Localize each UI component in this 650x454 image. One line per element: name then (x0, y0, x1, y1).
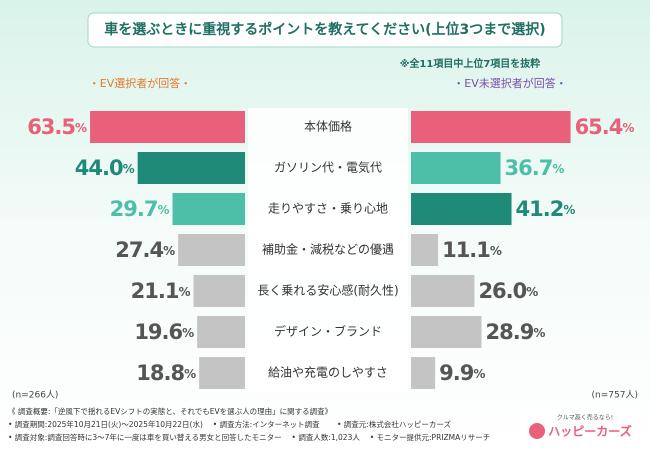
bar (411, 234, 439, 266)
bar (197, 316, 245, 348)
value-label: 36.7% (505, 156, 565, 180)
sample-size: (n=266人) (12, 390, 58, 401)
value-label: 65.4% (575, 115, 635, 139)
title-box (87, 12, 563, 48)
value-label: 26.0% (478, 279, 538, 303)
chart-title: 車を選ぶときに重視するポイントを教えてください(上位3つまで選択) (104, 21, 545, 38)
bar (411, 275, 475, 307)
bar (199, 357, 245, 389)
bar (411, 357, 436, 389)
category-panel (248, 108, 408, 393)
bar (411, 316, 482, 348)
logo-tagline: クルマ高く売るなら! (557, 414, 613, 422)
value-label: 11.1% (442, 238, 502, 262)
sample-size: (n=757人) (592, 390, 638, 401)
footnote: • 調査対象:調査回答時に3〜7年に一度は車を買い替える男女と回答したモニター … (8, 432, 490, 442)
bar (411, 152, 501, 184)
logo-box (520, 410, 640, 444)
subtitle: ※全11項目中上位7項目を抜粋 (400, 57, 541, 70)
category-label: ガソリン代・電気代 (274, 160, 382, 175)
value-label: 44.0% (75, 156, 135, 180)
value-label: 18.8% (136, 361, 196, 385)
legend-label: ・EV選択者が回答・ (89, 76, 191, 90)
logo-icon (529, 423, 545, 439)
value-label: 27.4% (115, 238, 175, 262)
value-label: 28.9% (486, 320, 546, 344)
footnote: • 調査期間:2025年10月21日(火)〜2025年10月22日(水) • 調… (8, 419, 451, 429)
bar (193, 275, 245, 307)
bar (411, 111, 571, 143)
value-label: 29.7% (110, 197, 170, 221)
value-label: 63.5% (27, 115, 87, 139)
legend-label: ・EV未選択者が回答・ (453, 76, 566, 90)
value-label: 41.2% (516, 197, 576, 221)
bar (172, 193, 245, 225)
footnote: 《 調査概要:「逆風下で揺れるEVシフトの実態と、それでもEVを選ぶ人の理由」に… (8, 406, 332, 416)
category-label: 本体価格 (304, 119, 352, 134)
value-label: 21.1% (131, 279, 191, 303)
bar (137, 152, 245, 184)
value-label: 19.6% (134, 320, 194, 344)
category-label: 給油や充電のしやすさ (268, 365, 388, 380)
category-label: 補助金・減税などの優遇 (262, 242, 394, 257)
category-label: デザイン・ブランド (274, 324, 382, 339)
bar (178, 234, 245, 266)
bar (411, 193, 512, 225)
category-label: 長く乗れる安心感(耐久性) (257, 283, 398, 298)
value-label: 9.9% (439, 361, 485, 385)
bar (90, 111, 245, 143)
logo-name: ハッピーカーズ (548, 424, 631, 439)
category-label: 走りやすさ・乗り心地 (268, 202, 388, 216)
